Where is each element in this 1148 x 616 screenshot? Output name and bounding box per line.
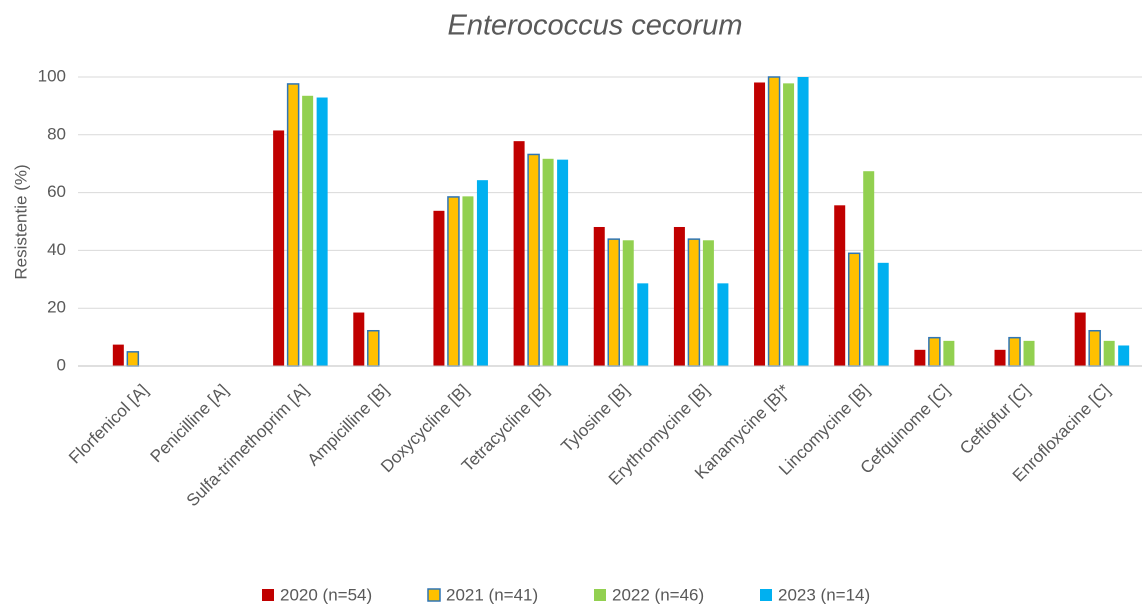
bar: [622, 240, 634, 366]
bar: [702, 240, 714, 366]
x-tick-label: Florfenicol [A]: [65, 381, 152, 468]
y-tick-label: 40: [47, 240, 66, 259]
bar: [273, 130, 285, 366]
bar: [673, 226, 685, 366]
bar: [557, 159, 569, 366]
bar: [994, 349, 1006, 366]
bar: [302, 95, 314, 366]
bar: [1074, 312, 1086, 366]
legend-swatch: [262, 589, 274, 601]
bar: [1103, 340, 1115, 366]
bar: [112, 344, 124, 366]
bar: [353, 312, 365, 366]
x-tick-label: Penicilline [A]: [147, 381, 233, 467]
bar: [1118, 345, 1130, 366]
bar: [914, 349, 926, 366]
legend-label: 2022 (n=46): [612, 585, 704, 604]
y-tick-label: 80: [47, 124, 66, 143]
bar: [476, 180, 488, 366]
y-tick-label: 60: [47, 182, 66, 201]
bar: [462, 196, 474, 366]
bar: [783, 83, 795, 366]
bar: [607, 238, 620, 367]
bar: [513, 141, 525, 366]
legend-label: 2020 (n=54): [280, 585, 372, 604]
bar: [717, 283, 729, 366]
legend-label: 2021 (n=41): [446, 585, 538, 604]
bar: [593, 226, 605, 366]
chart-title: Enterococcus cecorum: [448, 10, 743, 42]
legend-swatch: [594, 589, 606, 601]
bar: [928, 336, 941, 367]
bar: [877, 262, 889, 366]
bar: [767, 76, 781, 367]
y-tick-label: 0: [57, 355, 66, 374]
bar: [687, 238, 701, 367]
bar: [447, 196, 460, 367]
bar: [863, 171, 875, 366]
bar: [433, 210, 445, 366]
bar: [1088, 329, 1101, 367]
bar: [286, 83, 300, 367]
bar: [1008, 336, 1021, 367]
bar: [637, 283, 649, 366]
x-tick-label: Ampicilline [B]: [304, 381, 393, 470]
bar: [834, 205, 846, 366]
y-axis-label: Resistentie (%): [11, 164, 30, 279]
legend-label: 2023 (n=14): [778, 585, 870, 604]
bar: [527, 153, 540, 367]
x-tick-label: Tylosine [B]: [557, 381, 633, 457]
bar: [1023, 340, 1035, 366]
bar: [797, 77, 809, 366]
y-tick-label: 20: [47, 298, 66, 317]
bar: [126, 351, 140, 367]
legend-swatch: [427, 588, 441, 602]
x-tick-label: Tetracycline [B]: [458, 381, 553, 476]
bar: [943, 340, 955, 366]
x-tick-label: Ceftiofur [C]: [956, 381, 1034, 459]
bar: [316, 97, 328, 367]
bar: [367, 329, 380, 367]
bar: [542, 158, 554, 366]
legend-swatch: [760, 589, 772, 601]
bar: [754, 82, 766, 366]
bar: [847, 252, 861, 367]
y-tick-label: 100: [38, 66, 66, 85]
